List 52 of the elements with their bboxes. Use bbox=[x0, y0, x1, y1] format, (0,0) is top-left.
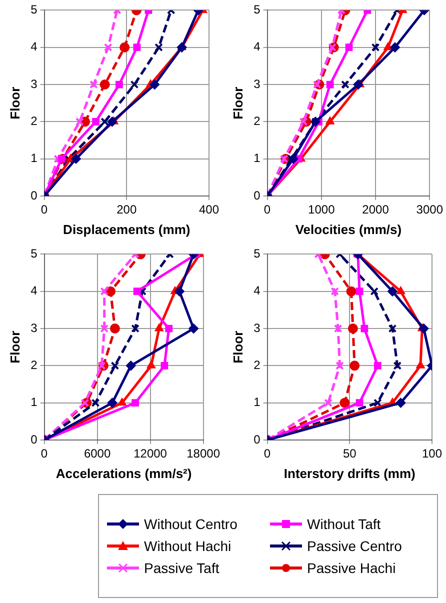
y-tick-label: 0 bbox=[254, 188, 261, 202]
y-tick-label: 1 bbox=[254, 151, 261, 166]
y-tick-label: 1 bbox=[30, 151, 38, 166]
y-tick-label: 2 bbox=[254, 358, 261, 372]
y-tick-label: 3 bbox=[30, 320, 38, 335]
x-axis-title: Velocities (mm/s) bbox=[295, 222, 402, 237]
y-axis-title: Floor bbox=[230, 86, 246, 120]
x-tick-label: 2000 bbox=[362, 202, 390, 217]
y-axis-title: Floor bbox=[7, 330, 22, 364]
y-tick-label: 4 bbox=[254, 40, 261, 54]
y-tick-label: 3 bbox=[254, 76, 261, 91]
x-tick-label: 12000 bbox=[134, 446, 168, 461]
x-axis-title: Interstory drifts (mm) bbox=[284, 466, 416, 481]
x-tick-label: 0 bbox=[264, 202, 271, 217]
y-axis-title: Floor bbox=[7, 86, 22, 120]
y-tick-label: 2 bbox=[30, 114, 38, 128]
legend-label: Without Centro bbox=[144, 516, 238, 532]
legend-label: Passive Taft bbox=[144, 560, 220, 576]
x-tick-label: 6000 bbox=[84, 446, 111, 461]
x-tick-label: 0 bbox=[40, 202, 48, 217]
x-axis-title: Displacements (mm) bbox=[63, 222, 190, 237]
legend-label: Without Taft bbox=[307, 516, 381, 532]
x-axis-title: Accelerations (mm/s²) bbox=[56, 466, 192, 481]
x-tick-label: 400 bbox=[198, 202, 220, 217]
y-tick-label: 4 bbox=[254, 284, 261, 298]
y-tick-label: 5 bbox=[254, 2, 261, 17]
y-tick-label: 5 bbox=[254, 246, 261, 261]
y-tick-label: 3 bbox=[30, 76, 38, 91]
x-tick-label: 3000 bbox=[416, 202, 444, 217]
y-tick-label: 1 bbox=[30, 395, 38, 410]
legend-label: Passive Centro bbox=[307, 538, 402, 554]
y-tick-label: 1 bbox=[254, 395, 261, 410]
legend-label: Passive Hachi bbox=[307, 560, 396, 576]
y-tick-label: 0 bbox=[254, 432, 261, 446]
y-tick-label: 0 bbox=[30, 432, 38, 446]
y-tick-label: 3 bbox=[254, 320, 261, 335]
y-tick-label: 2 bbox=[30, 358, 38, 372]
y-tick-label: 2 bbox=[254, 114, 261, 128]
y-tick-label: 4 bbox=[30, 40, 38, 54]
x-tick-label: 0 bbox=[264, 446, 271, 461]
x-tick-label: 0 bbox=[40, 446, 48, 461]
y-axis-title: Floor bbox=[230, 330, 246, 364]
legend-label: Without Hachi bbox=[144, 538, 232, 554]
y-tick-label: 5 bbox=[30, 2, 38, 17]
x-tick-label: 200 bbox=[116, 202, 137, 217]
x-tick-label: 1000 bbox=[308, 202, 336, 217]
x-tick-label: 100 bbox=[422, 446, 442, 461]
y-tick-label: 0 bbox=[30, 188, 38, 202]
y-tick-label: 4 bbox=[30, 284, 38, 298]
x-tick-label: 18000 bbox=[186, 446, 220, 461]
y-tick-label: 5 bbox=[30, 246, 38, 261]
x-tick-label: 50 bbox=[342, 446, 357, 461]
